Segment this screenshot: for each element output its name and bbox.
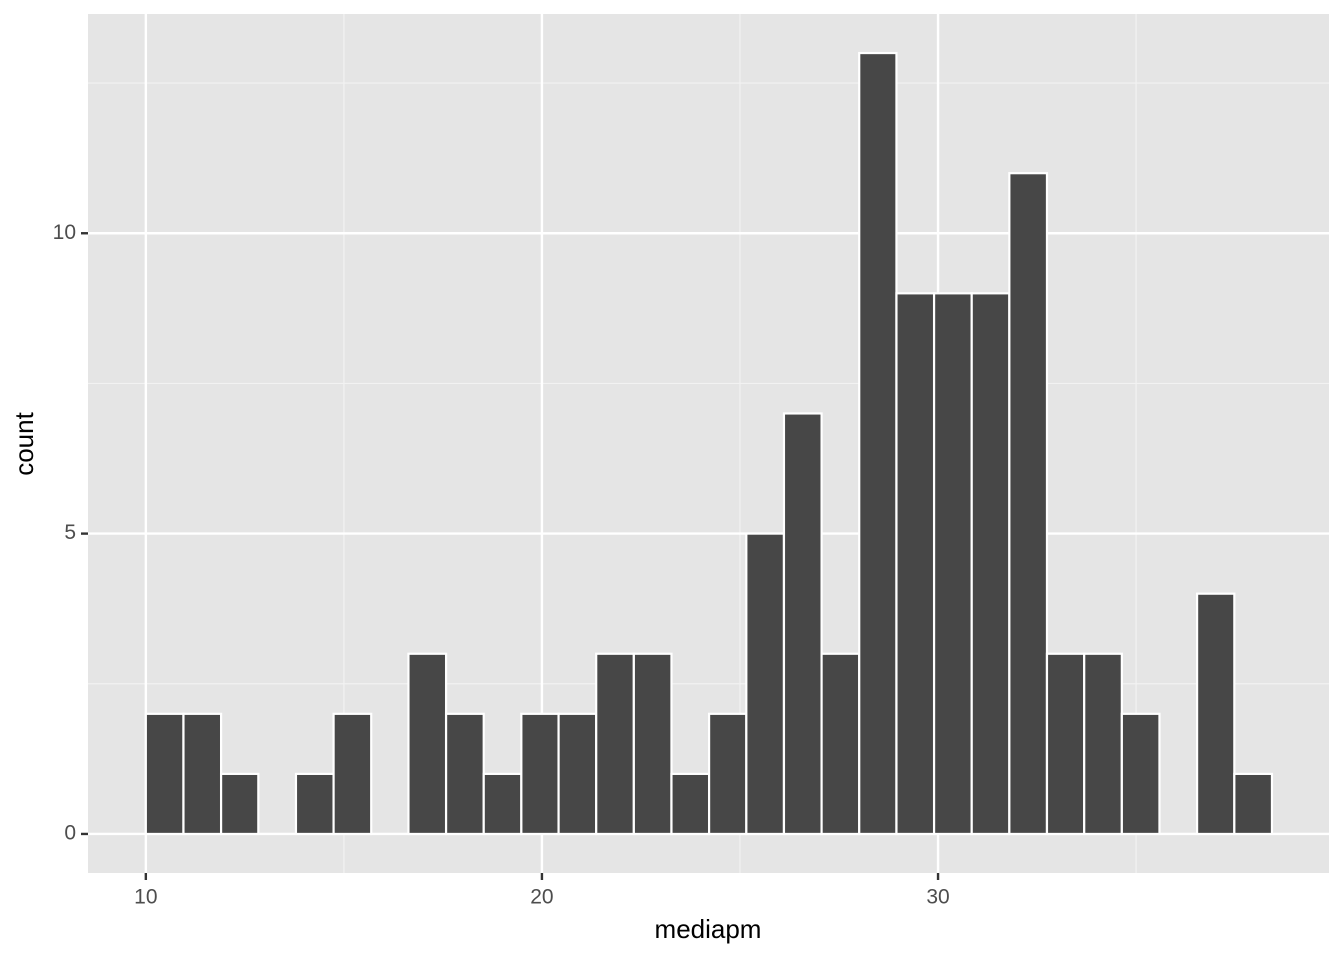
- bar: [632, 652, 673, 836]
- bar: [520, 712, 560, 836]
- bar: [1120, 712, 1161, 836]
- x-tick-label: 10: [134, 886, 157, 909]
- bar: [745, 532, 786, 836]
- bar: [670, 772, 711, 836]
- bar: [444, 712, 485, 836]
- axes: 0 5 10 10 20 30: [53, 221, 950, 909]
- bar: [144, 712, 185, 836]
- bars: [144, 51, 1274, 836]
- bar: [595, 652, 635, 836]
- y-tick-label: 5: [64, 521, 76, 544]
- bar: [1195, 592, 1236, 836]
- bar: [219, 772, 260, 836]
- bar: [1233, 772, 1274, 836]
- bar: [932, 292, 973, 836]
- bar: [182, 712, 223, 836]
- bar: [1045, 652, 1086, 836]
- bar: [482, 772, 523, 836]
- x-tick-label: 20: [530, 886, 553, 909]
- bar: [895, 292, 936, 836]
- y-tick-label: 0: [64, 822, 76, 845]
- bar: [782, 412, 823, 836]
- bar: [407, 652, 448, 836]
- bar: [707, 712, 748, 836]
- bar: [858, 51, 898, 836]
- bar: [820, 652, 861, 836]
- bar: [557, 712, 598, 836]
- bar: [294, 772, 335, 836]
- x-tick-label: 30: [926, 886, 949, 909]
- bar: [1008, 172, 1049, 836]
- bar: [332, 712, 373, 836]
- x-axis-title: mediapm: [655, 914, 762, 944]
- bar: [970, 292, 1011, 836]
- y-axis-title: count: [9, 411, 39, 475]
- bar: [1083, 652, 1123, 836]
- y-tick-label: 10: [53, 221, 76, 244]
